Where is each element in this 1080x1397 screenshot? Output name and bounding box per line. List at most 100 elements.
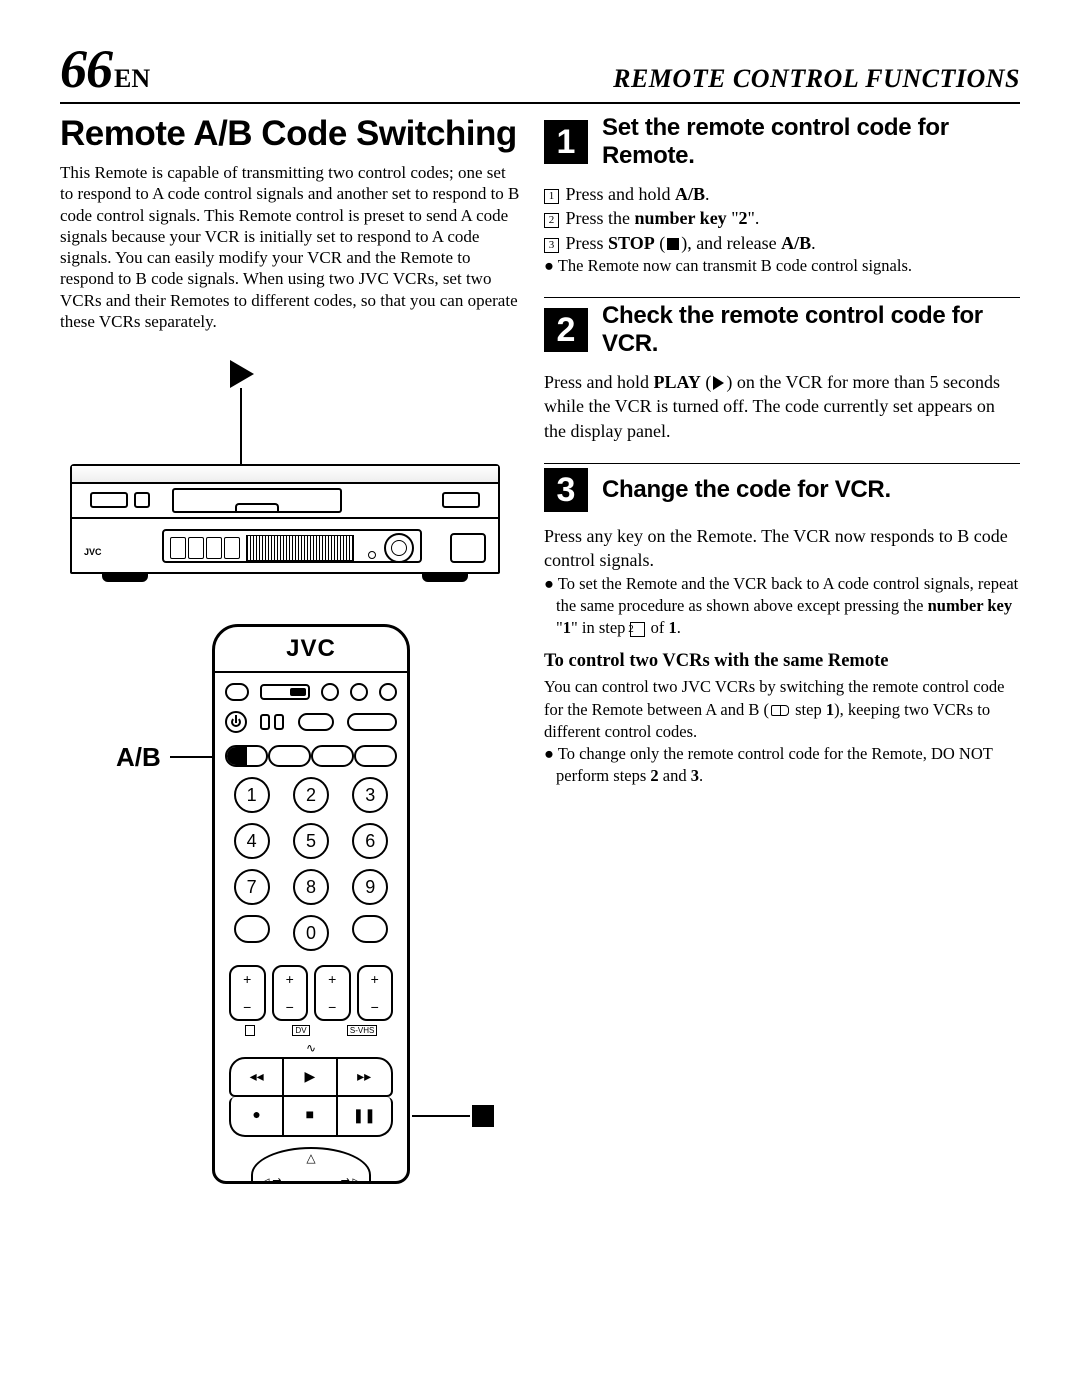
step-body-3: Press any key on the Remote. The VCR now… — [544, 524, 1020, 788]
diagrams: JVC A/B — [60, 360, 520, 1184]
rocker-label: S-VHS — [347, 1025, 377, 1036]
intro-paragraph: This Remote is capable of transmitting t… — [60, 162, 520, 332]
remote-brand-label: JVC — [286, 635, 336, 663]
vcr-dot — [368, 551, 376, 559]
transport-controls: ◂◂ ▶ ▸▸ ● ■ ❚❚ — [229, 1057, 393, 1137]
record-icon: ● — [231, 1097, 284, 1135]
numpad-key: 7 — [234, 869, 270, 905]
remote-body: JVC — [212, 624, 410, 1184]
numpad-key: 0 — [293, 915, 329, 951]
power-icon — [225, 711, 247, 733]
numpad-key: 2 — [293, 777, 329, 813]
vcr-brand-label: JVC — [84, 547, 102, 557]
dpad-right-icon: ⇄ ▷ — [341, 1176, 361, 1185]
step-paragraph: Press any key on the Remote. The VCR now… — [544, 524, 1020, 573]
numpad-key: 4 — [234, 823, 270, 859]
pause-icon: ❚❚ — [338, 1097, 391, 1135]
page-language: EN — [114, 64, 150, 93]
vcr-buttons-left — [170, 537, 240, 559]
dpad-left-icon: ◁ ⇄ — [261, 1176, 281, 1185]
step-title: Check the remote control code for VCR. — [602, 302, 1020, 358]
remote-numpad: 1 2 3 4 5 6 7 8 9 0 — [231, 777, 391, 951]
page-number: 66 — [60, 39, 112, 99]
page-number-block: 66EN — [60, 38, 150, 100]
bullet-line: ● To set the Remote and the VCR back to … — [544, 573, 1020, 640]
numpad-aux-key — [352, 915, 388, 943]
vcr-mid-panel — [72, 484, 498, 519]
vcr-slot-right — [442, 492, 480, 508]
remote-row-3 — [225, 745, 397, 767]
rocker-button: +− — [314, 965, 351, 1021]
subheading: To control two VCRs with the same Remote — [544, 649, 1020, 674]
remote-pill-button — [354, 745, 397, 767]
numpad-key: 5 — [293, 823, 329, 859]
page-header: 66EN REMOTE CONTROL FUNCTIONS — [60, 38, 1020, 104]
remote-dot-button — [321, 683, 339, 701]
remote-row-1 — [225, 683, 397, 701]
stop-icon: ■ — [284, 1097, 337, 1135]
bullet-line: ● The Remote now can transmit B code con… — [544, 255, 1020, 277]
play-icon: ▶ — [284, 1059, 337, 1095]
step-body-1: 1 Press and hold A/B. 2 Press the number… — [544, 182, 1020, 277]
numpad-key: 9 — [352, 869, 388, 905]
substep-text: Press the number key "2". — [566, 208, 760, 228]
ab-callout-label: A/B — [116, 742, 161, 773]
right-column: 1 Set the remote control code for Remote… — [544, 114, 1020, 1184]
vcr-slot-left-b — [134, 492, 150, 508]
remote-pill-button — [347, 713, 397, 731]
transport-top-row: ◂◂ ▶ ▸▸ — [229, 1057, 393, 1097]
vcr-illustration: JVC — [60, 360, 520, 600]
numpad-key: 8 — [293, 869, 329, 905]
play-arrow-icon — [230, 360, 254, 388]
remote-rocker-row: +− +− +− +− — [229, 965, 393, 1021]
section-title: Remote A/B Code Switching — [60, 114, 520, 154]
stop-callout-line — [412, 1115, 470, 1117]
remote-dot-button — [379, 683, 397, 701]
vcr-slot-left — [90, 492, 128, 508]
ffwd-icon: ▸▸ — [338, 1059, 391, 1095]
step-title: Set the remote control code for Remote. — [602, 114, 1020, 170]
rocker-button: +− — [229, 965, 266, 1021]
step-header-1: 1 Set the remote control code for Remote… — [544, 114, 1020, 174]
substep-line: 1 Press and hold A/B. — [544, 182, 1020, 206]
rocker-button: +− — [272, 965, 309, 1021]
remote-pill-button — [311, 745, 354, 767]
remote-pill-button — [298, 713, 334, 731]
step-header-3: 3 Change the code for VCR. — [544, 463, 1020, 516]
step-paragraph: Press and hold PLAY () on the VCR for mo… — [544, 370, 1020, 443]
step-body-2: Press and hold PLAY () on the VCR for mo… — [544, 370, 1020, 443]
rocker-label: DV — [292, 1025, 309, 1036]
vcr-control-panel — [162, 529, 422, 563]
vcr-jog-dial — [384, 533, 414, 563]
ab-button — [225, 745, 268, 767]
stop-callout-icon — [472, 1105, 494, 1127]
vcr-lower-panel: JVC — [72, 519, 498, 572]
remote-illustration: A/B JVC — [60, 624, 520, 1184]
rocker-label — [245, 1025, 255, 1036]
bullet-line: ● To change only the remote control code… — [544, 743, 1020, 788]
vcr-foot-right — [422, 572, 468, 582]
vcr-body: JVC — [70, 464, 500, 574]
vcr-cassette-door — [172, 488, 342, 513]
rocker-button: +− — [357, 965, 394, 1021]
dpad-up-icon: △ — [306, 1151, 315, 1166]
remote-small-group — [260, 714, 284, 730]
remote-dpad: △ ▽ ◁ ⇄ ⇄ ▷ — [251, 1147, 371, 1184]
callout-line — [240, 388, 242, 464]
substep-line: 2 Press the number key "2". — [544, 206, 1020, 230]
content-columns: Remote A/B Code Switching This Remote is… — [60, 114, 1020, 1184]
numpad-key: 6 — [352, 823, 388, 859]
left-column: Remote A/B Code Switching This Remote is… — [60, 114, 520, 1184]
remote-small-button — [225, 683, 249, 701]
remote-row-2 — [225, 711, 397, 733]
remote-slider — [260, 684, 310, 700]
numpad-key: 1 — [234, 777, 270, 813]
header-title: REMOTE CONTROL FUNCTIONS — [613, 64, 1020, 94]
remote-label-row: DV S-VHS — [229, 1025, 393, 1036]
substep-text: Press STOP (), and release A/B. — [566, 233, 816, 253]
step-paragraph: You can control two JVC VCRs by switchin… — [544, 676, 1020, 743]
remote-pill-button — [268, 745, 311, 767]
substep-line: 3 Press STOP (), and release A/B. — [544, 231, 1020, 255]
step-title: Change the code for VCR. — [602, 476, 891, 504]
remote-top: JVC — [215, 627, 407, 673]
